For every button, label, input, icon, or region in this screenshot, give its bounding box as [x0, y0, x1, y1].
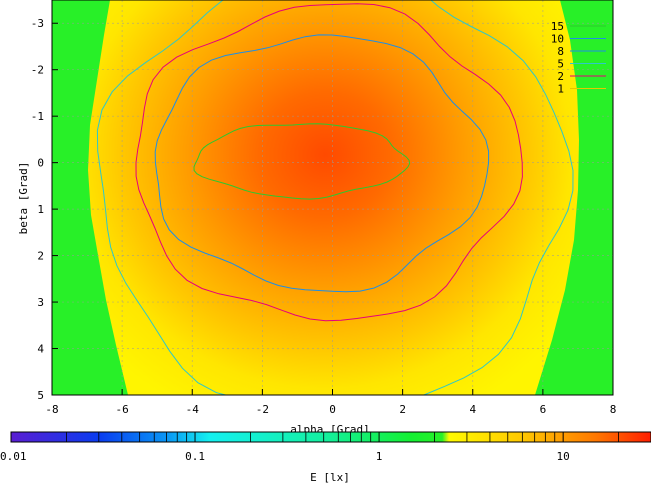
colorbar-tick-label: 0.1 [185, 450, 205, 463]
x-tick-label: -8 [45, 403, 58, 416]
x-tick-label: 4 [469, 403, 476, 416]
left-low-region [52, 0, 128, 395]
contour-line-5 [135, 3, 523, 322]
y-axis: -3 -2 -1 0 1 2 3 4 5 [31, 17, 58, 402]
legend-label: 10 [551, 33, 564, 46]
y-axis-label: beta [Grad] [17, 162, 30, 235]
right-low-region [535, 0, 613, 395]
legend-label: 1 [557, 83, 564, 96]
y-tick-label: -1 [31, 110, 44, 123]
grid [52, 0, 613, 395]
x-tick-label: -4 [186, 403, 200, 416]
x-tick-label: -6 [116, 403, 129, 416]
y-tick-label: 1 [37, 203, 44, 216]
legend-label: 2 [557, 70, 564, 83]
plot-area [52, 0, 613, 395]
legend-label: 5 [557, 58, 564, 71]
y-tick-label: 0 [37, 157, 44, 170]
y-tick-label: 3 [37, 296, 44, 309]
y-tick-label: 5 [37, 389, 44, 402]
colorbar-tick-label: 0.01 [0, 450, 27, 463]
x-tick-label: -2 [256, 403, 269, 416]
legend-label: 8 [557, 45, 564, 58]
colorbar: 0.01 0.1 1 10 [0, 431, 651, 463]
x-tick-label: 0 [329, 403, 336, 416]
colorbar-label: E [lx] [310, 471, 350, 483]
contour-line-15 [193, 123, 411, 200]
contour-lines [96, 0, 574, 395]
contour-line-10 [154, 34, 490, 293]
y-tick-label: 4 [37, 343, 44, 356]
x-tick-label: 8 [610, 403, 617, 416]
x-tick-label: 6 [540, 403, 547, 416]
x-tick-label: 2 [399, 403, 406, 416]
y-tick-label: -3 [31, 17, 44, 30]
y-tick-label: 2 [37, 250, 44, 263]
colorbar-tick-label: 1 [376, 450, 383, 463]
colorbar-tick-label: 10 [557, 450, 570, 463]
contour-line-2 [96, 0, 574, 395]
legend-label: 15 [551, 20, 564, 33]
x-axis: -8 -6 -4 -2 0 2 4 6 8 [45, 389, 616, 416]
y-tick-label: -2 [31, 64, 44, 77]
